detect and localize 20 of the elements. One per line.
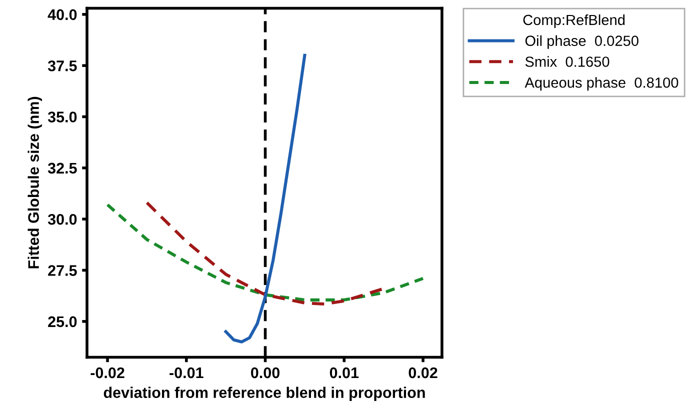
- legend-title: Comp:RefBlend: [523, 14, 625, 28]
- y-axis-title: Fitted Globule size (nm): [28, 96, 42, 268]
- y-tick-label: 40.0: [48, 9, 77, 20]
- line-series: [224, 54, 306, 344]
- y-tick-label: 30.0: [48, 214, 77, 225]
- x-tick-label: 0.01: [330, 367, 359, 378]
- y-tick-label: 27.5: [48, 265, 77, 276]
- y-tick-label: 35.0: [48, 112, 77, 122]
- x-tick-label: 0.02: [408, 367, 438, 378]
- y-tick-label: 25.0: [48, 316, 77, 328]
- y-tick-label: 32.5: [48, 162, 77, 174]
- line-series: [106, 203, 425, 302]
- x-tick-label: -0.01: [170, 367, 204, 378]
- y-tick-label: 37.5: [48, 60, 77, 72]
- x-tick-label: 0.00: [251, 367, 280, 378]
- legend-label: Oil phase 0.0250: [525, 35, 638, 49]
- legend-label: Aqueous phase 0.8100: [524, 77, 678, 91]
- x-axis-title: deviation from reference blend in proportion: [104, 386, 425, 402]
- legend-label: Smix 0.1650: [525, 56, 610, 67]
- x-tick-label: -0.02: [90, 367, 124, 378]
